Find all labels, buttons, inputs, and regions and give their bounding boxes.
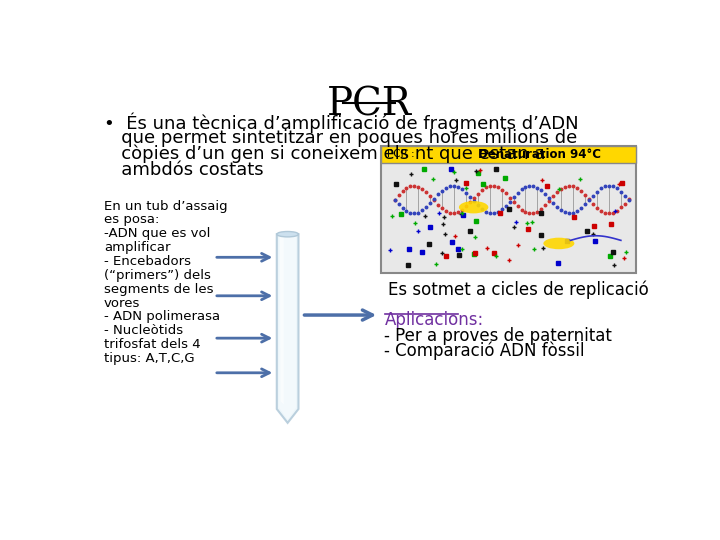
Text: que permet sintetitzar en poques hores milions de: que permet sintetitzar en poques hores m…: [104, 129, 577, 147]
Ellipse shape: [459, 201, 488, 213]
FancyBboxPatch shape: [381, 146, 636, 273]
Text: Es sotmet a cicles de replicació: Es sotmet a cicles de replicació: [388, 280, 649, 299]
Text: amplificar: amplificar: [104, 241, 171, 254]
Text: - Nucleòtids: - Nucleòtids: [104, 325, 183, 338]
Text: ambdós costats: ambdós costats: [104, 161, 264, 179]
Text: còpies d’un gen si coneixem els nt que estan a: còpies d’un gen si coneixem els nt que e…: [104, 145, 546, 164]
Text: trifosfat dels 4: trifosfat dels 4: [104, 338, 201, 351]
Text: segments de les: segments de les: [104, 283, 213, 296]
Polygon shape: [276, 234, 299, 423]
Text: En un tub d’assaig: En un tub d’assaig: [104, 200, 228, 213]
FancyBboxPatch shape: [381, 146, 636, 163]
Polygon shape: [279, 236, 296, 420]
Text: - Comparació ADN fòssil: - Comparació ADN fòssil: [384, 342, 585, 361]
Polygon shape: [280, 237, 284, 404]
Text: (“primers”) dels: (“primers”) dels: [104, 269, 211, 282]
Text: Denaturation 94°C: Denaturation 94°C: [478, 147, 601, 160]
Text: - ADN polimerasa: - ADN polimerasa: [104, 310, 220, 323]
Text: •  És una tècnica d’amplificació de fragments d’ADN: • És una tècnica d’amplificació de fragm…: [104, 112, 579, 133]
Text: tipus: A,T,C,G: tipus: A,T,C,G: [104, 352, 194, 365]
Ellipse shape: [276, 232, 299, 237]
Text: -ADN que es vol: -ADN que es vol: [104, 227, 210, 240]
Text: es posa:: es posa:: [104, 213, 159, 226]
Text: - Per a proves de paternitat: - Per a proves de paternitat: [384, 327, 613, 345]
Text: PCR :: PCR :: [387, 149, 415, 159]
Text: vores: vores: [104, 296, 140, 309]
Ellipse shape: [544, 238, 575, 249]
Text: Aplicacions:: Aplicacions:: [384, 311, 484, 329]
Text: PCR: PCR: [326, 86, 412, 123]
Text: - Encebadors: - Encebadors: [104, 255, 191, 268]
